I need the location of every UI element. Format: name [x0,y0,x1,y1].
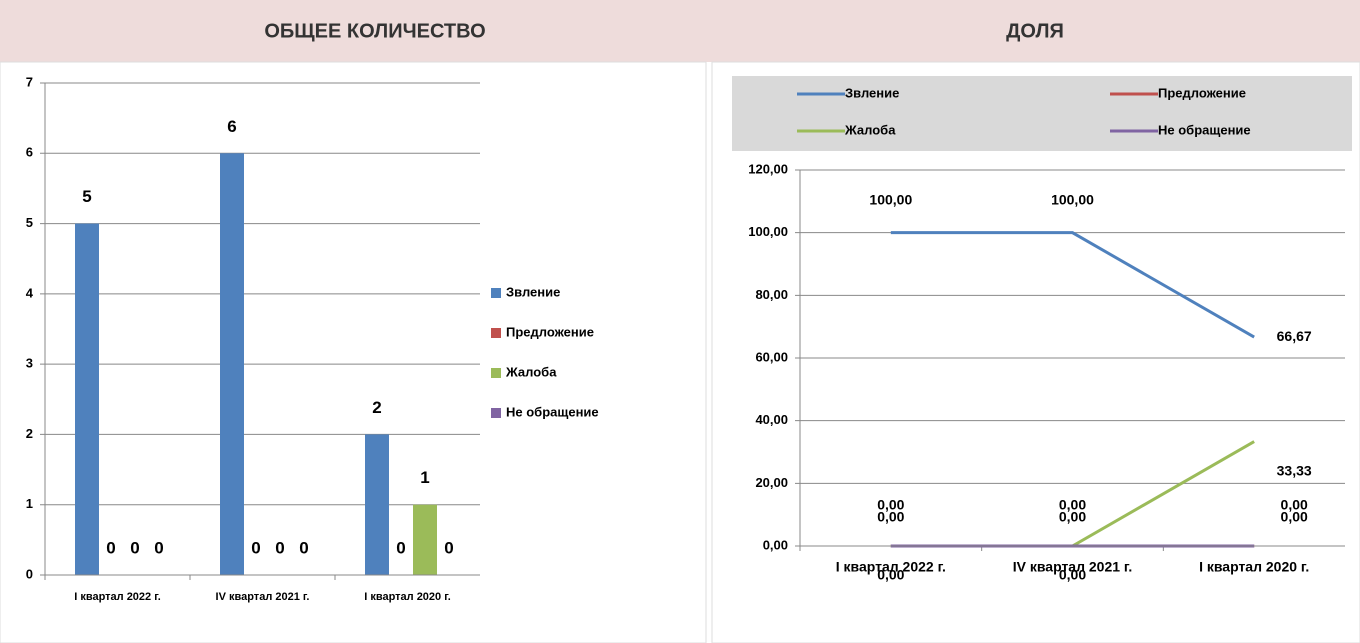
left-panel [0,61,707,643]
data-label: 2 [372,398,381,417]
data-label: 100,00 [869,191,912,207]
x-tick-label: I квартал 2022 г. [74,591,161,603]
legend-label: Предложение [1158,85,1246,100]
data-label: 0 [275,538,284,557]
y-tick-label: 120,00 [748,161,788,176]
data-label: 66,67 [1277,328,1312,344]
chart-title: ДОЛЯ [1006,20,1064,42]
y-tick-label: 40,00 [755,412,788,427]
data-label: 33,33 [1277,462,1312,478]
data-label: 0,00 [877,509,904,525]
y-tick-label: 3 [26,356,33,371]
legend-swatch [491,368,501,378]
data-label: 0,00 [1281,509,1308,525]
data-label: 0,00 [1059,567,1086,583]
bar [413,504,437,575]
series-line [890,231,1255,339]
bar [365,434,389,575]
chart-title: ОБЩЕЕ КОЛИЧЕСТВО [264,20,485,42]
data-label: 0,00 [877,497,904,513]
header-band [0,0,1360,62]
y-tick-label: 0 [26,566,33,581]
y-tick-label: 1 [26,496,33,511]
legend-swatch [491,288,501,298]
legend-swatch [491,408,501,418]
x-tick-label: I квартал 2020 г. [364,591,451,603]
x-tick-label: IV квартал 2021 г. [1013,559,1132,575]
legend-label: Жалоба [505,364,557,379]
y-tick-label: 4 [26,285,34,300]
y-tick-label: 20,00 [755,475,788,490]
legend-label: Звление [845,85,899,100]
data-label: 6 [227,117,236,136]
data-label: 1 [420,468,429,487]
data-label: 0,00 [1059,509,1086,525]
legend-label: Звление [506,284,560,299]
legend-label: Предложение [506,324,594,339]
data-label: 0 [130,538,139,557]
bar [220,153,244,576]
data-label: 0 [154,538,163,557]
data-label: 5 [82,187,91,206]
x-tick-label: I квартал 2020 г. [1199,559,1309,575]
legend-box [732,76,1352,151]
y-tick-label: 6 [26,145,33,160]
x-tick-label: I квартал 2022 г. [836,559,946,575]
data-label: 0 [444,538,453,557]
data-label: 0,00 [1059,497,1086,513]
x-tick-label: IV квартал 2021 г. [216,591,310,603]
y-tick-label: 100,00 [748,224,788,239]
legend-label: Жалоба [844,122,896,137]
legend-label: Не обращение [1158,122,1251,137]
data-label: 0,00 [1281,497,1308,513]
y-tick-label: 80,00 [755,287,788,302]
data-label: 0 [106,538,115,557]
data-label: 0 [251,538,260,557]
y-tick-label: 2 [26,426,33,441]
bar [75,223,99,576]
data-label: 0 [396,538,405,557]
legend-label: Не обращение [506,404,599,419]
data-label: 0 [299,538,308,557]
data-label: 100,00 [1051,191,1094,207]
y-tick-label: 5 [26,215,33,230]
y-tick-label: 7 [26,74,33,89]
y-tick-label: 0,00 [763,537,788,552]
legend-swatch [491,328,501,338]
data-label: 0,00 [877,567,904,583]
y-tick-label: 60,00 [755,349,788,364]
